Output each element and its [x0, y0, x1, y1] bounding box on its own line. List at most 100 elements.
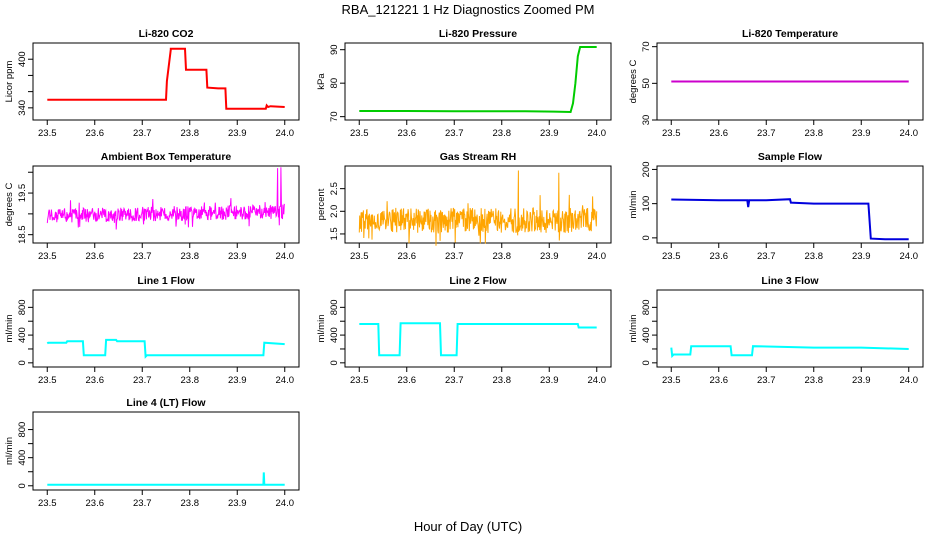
panel-title: Line 1 Flow	[137, 275, 195, 287]
x-tick-label: 23.6	[86, 375, 105, 386]
y-tick-label: 1.5	[329, 227, 340, 240]
y-tick-label: 2.5	[329, 182, 340, 195]
plot-frame	[32, 289, 300, 368]
x-tick-label: 24.0	[276, 498, 295, 509]
y-tick-label: 2.0	[329, 205, 340, 218]
x-tick-label: 23.7	[133, 128, 152, 139]
panel-li-820-co2: Li-820 CO2 23.5 23.6 23.7 23.8 23.9 24.0 340 400…	[4, 28, 300, 139]
x-tick-label: 23.6	[398, 375, 417, 386]
x-tick-label: 23.6	[710, 128, 729, 139]
y-tick-label: 200	[641, 161, 652, 177]
y-tick-label: 400	[17, 51, 28, 67]
y-tick-label: 70	[641, 41, 652, 52]
plot-frame	[32, 42, 300, 121]
x-tick-label: 23.9	[540, 128, 559, 139]
y-tick-label: 0	[641, 360, 652, 365]
panel-line-4-lt-flow: Line 4 (LT) Flow 23.5 23.6 23.7 23.8 23.9 24.0…	[4, 397, 300, 509]
x-tick-label: 23.7	[133, 375, 152, 386]
x-tick-label: 23.5	[662, 375, 681, 386]
plot-frame	[32, 411, 300, 491]
y-tick-label: 400	[329, 327, 340, 343]
series-line	[359, 322, 597, 357]
y-tick-label: 340	[17, 100, 28, 116]
x-tick-label: 24.0	[276, 251, 295, 262]
x-tick-label: 23.7	[445, 128, 464, 139]
panel-li-820-pressure: Li-820 Pressure 23.5 23.6 23.7 23.8 23.9 24.0 7…	[316, 28, 612, 139]
y-tick-label: 800	[17, 422, 28, 438]
panel-grid: Li-820 CO2 23.5 23.6 23.7 23.8 23.9 24.0 340 400…	[4, 28, 924, 509]
panel-title: Ambient Box Temperature	[101, 151, 232, 163]
x-tick-label: 23.9	[540, 375, 559, 386]
plot-frame	[344, 42, 612, 121]
x-tick-label: 24.0	[588, 251, 607, 262]
x-tick-label: 24.0	[276, 375, 295, 386]
panel-line-2-flow: Line 2 Flow 23.5 23.6 23.7 23.8 23.9 24.0 0 400 8…	[316, 275, 612, 386]
plot-frame	[656, 42, 924, 121]
x-tick-label: 23.8	[805, 375, 824, 386]
x-tick-label: 23.8	[493, 128, 512, 139]
series-line	[46, 167, 285, 230]
y-tick-label: 400	[17, 450, 28, 466]
x-tick-label: 23.7	[757, 375, 776, 386]
x-tick-label: 24.0	[900, 128, 919, 139]
x-tick-label: 23.5	[38, 498, 57, 509]
x-tick-label: 23.5	[38, 375, 57, 386]
y-tick-label: 800	[329, 299, 340, 315]
x-tick-label: 23.5	[350, 375, 369, 386]
y-axis-label: ml/min	[628, 191, 639, 219]
x-tick-label: 23.8	[181, 128, 200, 139]
y-axis-label: ml/min	[4, 315, 15, 343]
x-tick-label: 23.6	[86, 251, 105, 262]
x-tick-label: 23.7	[133, 498, 152, 509]
x-tick-label: 23.8	[181, 498, 200, 509]
x-tick-label: 23.8	[181, 251, 200, 262]
x-tick-label: 23.8	[493, 251, 512, 262]
x-tick-label: 23.5	[38, 128, 57, 139]
x-tick-label: 23.6	[710, 375, 729, 386]
x-tick-label: 23.8	[493, 375, 512, 386]
series-line	[47, 47, 285, 110]
series-line	[47, 472, 285, 486]
x-tick-label: 23.6	[86, 498, 105, 509]
panel-title: Gas Stream RH	[440, 151, 516, 163]
y-tick-label: 100	[641, 196, 652, 212]
y-axis-label: degrees C	[628, 59, 639, 103]
series-line	[359, 46, 597, 114]
panel-line-3-flow: Line 3 Flow 23.5 23.6 23.7 23.8 23.9 24.0 0 400 8…	[628, 275, 924, 386]
x-tick-label: 23.5	[662, 251, 681, 262]
figure-x-axis-label: Hour of Day (UTC)	[414, 519, 522, 534]
x-tick-label: 23.8	[805, 251, 824, 262]
y-axis-label: ml/min	[316, 315, 327, 343]
x-tick-label: 24.0	[588, 375, 607, 386]
x-tick-label: 23.9	[228, 128, 247, 139]
panel-title: Sample Flow	[758, 151, 823, 163]
x-tick-label: 24.0	[900, 375, 919, 386]
y-tick-label: 400	[17, 327, 28, 343]
y-tick-label: 0	[329, 360, 340, 365]
x-tick-label: 23.8	[805, 128, 824, 139]
y-tick-label: 800	[17, 299, 28, 315]
x-tick-label: 23.9	[852, 128, 871, 139]
figure-title: RBA_121221 1 Hz Diagnostics Zoomed PM	[342, 2, 595, 17]
series-line	[671, 198, 909, 241]
y-axis-label: ml/min	[628, 315, 639, 343]
x-tick-label: 24.0	[900, 251, 919, 262]
y-tick-label: 0	[641, 235, 652, 240]
x-tick-label: 24.0	[276, 128, 295, 139]
y-axis-label: degrees C	[4, 182, 15, 226]
y-tick-label: 400	[641, 327, 652, 343]
x-tick-label: 23.5	[350, 128, 369, 139]
plot-frame	[344, 165, 612, 244]
x-tick-label: 23.9	[540, 251, 559, 262]
panel-title: Li-820 Pressure	[439, 28, 517, 40]
y-tick-label: 19.5	[17, 184, 28, 203]
panel-li-820-temperature: Li-820 Temperature 23.5 23.6 23.7 23.8 23.9 24…	[628, 28, 924, 139]
x-tick-label: 23.7	[757, 251, 776, 262]
y-tick-label: 0	[17, 483, 28, 488]
series-line	[670, 345, 909, 359]
x-tick-label: 23.8	[181, 375, 200, 386]
x-tick-label: 23.9	[228, 375, 247, 386]
y-tick-label: 90	[329, 44, 340, 55]
x-tick-label: 23.6	[398, 128, 417, 139]
